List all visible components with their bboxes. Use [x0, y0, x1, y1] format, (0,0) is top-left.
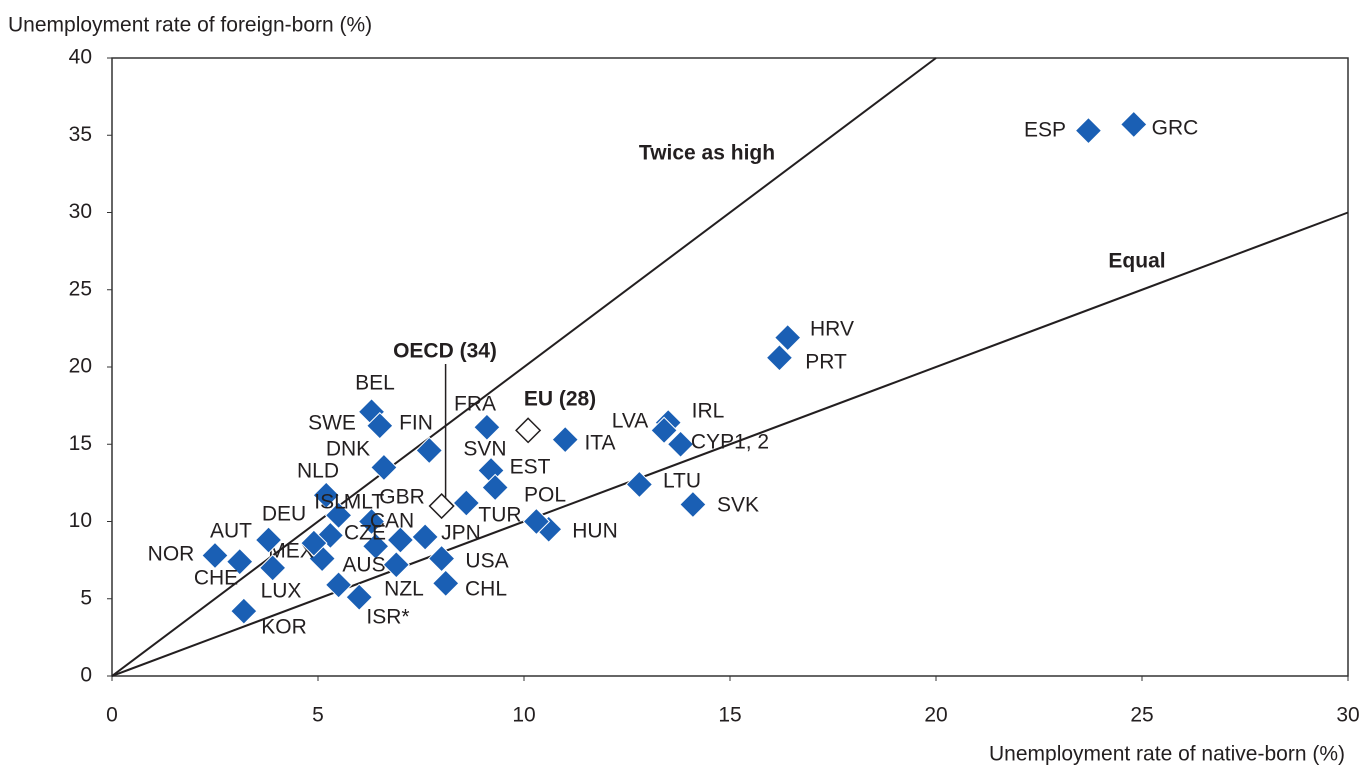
point-label: FRA — [454, 393, 496, 416]
x-axis-title: Unemployment rate of native-born (%) — [989, 743, 1345, 766]
point — [230, 597, 258, 625]
point-label: NLD — [297, 460, 339, 483]
reference-line — [111, 211, 1349, 677]
point-label: HRV — [810, 318, 854, 341]
point-label: GBR — [379, 486, 425, 509]
point-label: CAN — [370, 510, 414, 533]
point-label: IRL — [692, 400, 725, 423]
x-tick-label: 10 — [512, 704, 535, 727]
point — [765, 344, 794, 372]
point — [522, 507, 551, 536]
x-tick-label: 30 — [1336, 704, 1359, 727]
point — [1074, 116, 1103, 145]
y-tick-label: 5 — [80, 586, 92, 609]
y-tick-label: 25 — [69, 277, 92, 300]
point-label: GRC — [1152, 117, 1199, 140]
point-label: MLT — [344, 491, 385, 514]
point-label: ISL — [314, 491, 346, 514]
x-tick-label: 15 — [718, 704, 741, 727]
point-label: PRT — [805, 351, 847, 374]
point-label: ISR* — [366, 606, 409, 629]
point — [679, 490, 707, 519]
point-label: KOR — [261, 616, 307, 639]
point — [551, 425, 579, 454]
y-tick-label: 20 — [69, 355, 92, 378]
point-label: SVK — [717, 494, 759, 517]
point-label: DNK — [326, 438, 370, 461]
x-tick-label: 25 — [1130, 704, 1153, 727]
y-tick-label: 35 — [69, 123, 92, 146]
x-tick-label: 5 — [312, 704, 324, 727]
point — [357, 507, 386, 536]
aggregate-label: EU (28) — [524, 388, 596, 411]
point-label: FIN — [399, 412, 433, 435]
point-label: CHL — [465, 578, 507, 601]
point — [481, 473, 509, 502]
point — [345, 583, 373, 611]
point — [666, 430, 695, 458]
aggregate-point — [428, 492, 455, 520]
point-label: AUS — [342, 554, 385, 577]
point-label: NZL — [384, 578, 424, 601]
point — [773, 323, 802, 352]
x-tick-label: 20 — [924, 704, 947, 727]
y-tick-label: 0 — [80, 664, 92, 687]
y-tick-label: 40 — [69, 46, 92, 69]
point — [226, 547, 254, 576]
point — [258, 554, 287, 582]
reference-label: Twice as high — [639, 142, 775, 165]
point — [452, 489, 481, 517]
point-label: JPN — [441, 522, 481, 545]
point-label: EST — [510, 456, 551, 479]
point-label: HUN — [572, 520, 618, 543]
point-label: CHE — [194, 567, 238, 590]
point-label: DEU — [262, 503, 306, 526]
point — [361, 532, 390, 560]
point-label: LVA — [612, 410, 649, 433]
point-label: SWE — [308, 412, 356, 435]
point — [415, 436, 443, 465]
point-label: POL — [524, 484, 566, 507]
point-label: USA — [465, 550, 508, 573]
point — [254, 526, 283, 554]
point-label: LUX — [261, 580, 302, 603]
point-label: CYP1, 2 — [691, 431, 769, 454]
y-tick-label: 15 — [69, 432, 92, 455]
point — [366, 412, 394, 440]
point — [300, 529, 328, 557]
point — [382, 551, 410, 579]
reference-label: Equal — [1108, 250, 1165, 273]
point — [411, 523, 439, 551]
point-label: LTU — [663, 470, 701, 493]
y-tick-label: 10 — [69, 509, 92, 532]
point-label: ITA — [584, 432, 615, 455]
point — [312, 481, 340, 509]
point — [370, 453, 398, 482]
y-tick-label: 30 — [69, 200, 92, 223]
point — [1120, 110, 1148, 139]
point-label: AUT — [210, 520, 252, 543]
point — [427, 544, 456, 573]
point-label: SVN — [463, 438, 506, 461]
point — [201, 541, 229, 570]
point-label: CZE — [344, 522, 386, 545]
point-label: ESP — [1024, 119, 1066, 142]
point — [324, 501, 353, 530]
aggregate-label: OECD (34) — [393, 340, 497, 363]
point — [386, 526, 415, 554]
point-label: NOR — [148, 543, 195, 566]
point — [650, 416, 678, 445]
reference-line — [111, 57, 937, 677]
point-label: TUR — [478, 504, 521, 527]
point — [324, 571, 353, 599]
point — [432, 569, 460, 598]
x-tick-label: 0 — [106, 704, 118, 727]
point — [625, 470, 654, 499]
point-label: BEL — [355, 372, 395, 395]
y-axis-title: Unemployment rate of foreign-born (%) — [8, 14, 372, 37]
point — [473, 413, 501, 441]
aggregate-point — [515, 417, 542, 444]
